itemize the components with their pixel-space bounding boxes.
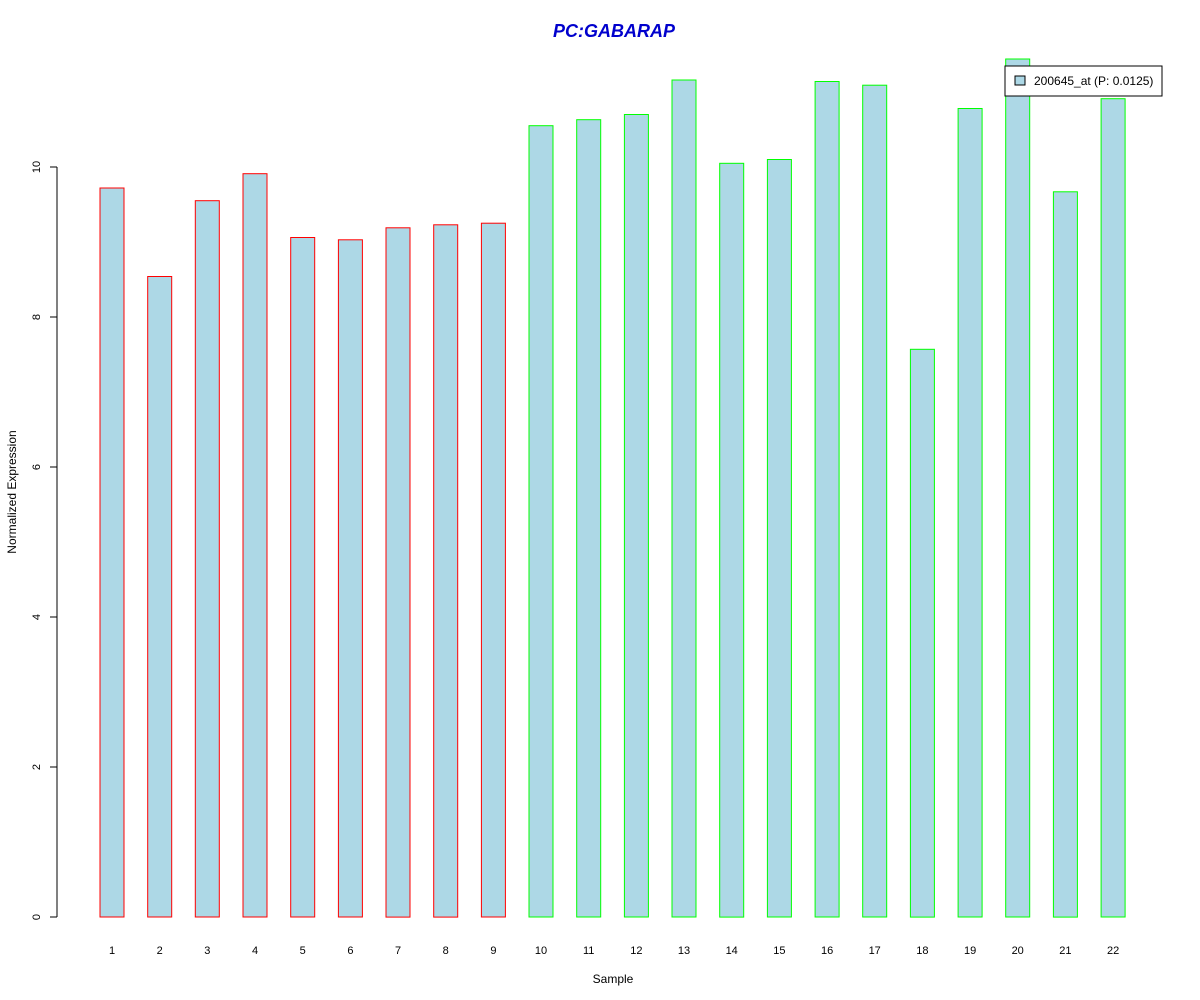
- x-tick-label: 11: [583, 945, 594, 957]
- legend: 200645_at (P: 0.0125): [1004, 65, 1163, 97]
- x-tick-label: 2: [157, 945, 163, 957]
- bar-sample-13: [671, 79, 697, 918]
- bar-sample-6: [337, 239, 363, 918]
- x-axis-title: Sample: [593, 972, 634, 986]
- y-axis: 0 2 4 6 8 10: [31, 161, 58, 920]
- legend-box: [1004, 65, 1163, 97]
- bar-sample-5: [290, 237, 316, 918]
- x-tick-label: 13: [678, 945, 690, 957]
- y-tick-label: 10: [31, 161, 43, 173]
- x-tick-label: 21: [1059, 945, 1071, 957]
- x-tick-label: 18: [916, 945, 928, 957]
- bar-sample-10: [528, 125, 554, 918]
- x-tick-label: 5: [300, 945, 306, 957]
- bar-sample-1: [99, 187, 125, 918]
- x-tick-label: 22: [1107, 945, 1119, 957]
- bar-sample-22: [1100, 98, 1126, 918]
- bar-sample-11: [576, 119, 602, 918]
- bar-sample-17: [862, 84, 888, 918]
- x-tick-label: 16: [821, 945, 833, 957]
- bar-sample-3: [194, 200, 220, 918]
- y-tick-label: 4: [31, 614, 43, 620]
- x-tick-label: 19: [964, 945, 976, 957]
- bar-sample-7: [385, 227, 411, 918]
- legend-swatch: [1014, 75, 1026, 86]
- x-tick-label: 20: [1012, 945, 1024, 957]
- y-tick-label: 6: [31, 464, 43, 470]
- bar-sample-9: [480, 222, 506, 918]
- x-tick-label: 14: [726, 945, 738, 957]
- x-tick-label: 10: [535, 945, 547, 957]
- x-tick-label: 15: [773, 945, 785, 957]
- bar-sample-12: [623, 114, 649, 918]
- x-tick-label: 12: [630, 945, 642, 957]
- x-tick-label: 4: [252, 945, 258, 957]
- bar-sample-18: [909, 348, 935, 918]
- bars: [99, 58, 1126, 918]
- bar-sample-14: [719, 162, 745, 918]
- x-tick-label: 1: [109, 945, 115, 957]
- y-tick-label: 8: [31, 314, 43, 320]
- chart-title: PC:GABARAP: [553, 21, 676, 41]
- bar-sample-20: [1005, 58, 1031, 918]
- bar-sample-4: [242, 173, 268, 918]
- x-tick-label: 8: [443, 945, 449, 957]
- x-tick-labels: 1 2 3 4 5 6 7 8 9 10 11 12 13 14 15 16 17 18 19 20 21 22: [109, 945, 1119, 957]
- y-tick-label: 0: [31, 914, 43, 920]
- bar-sample-16: [814, 81, 840, 918]
- bar-sample-2: [147, 276, 173, 918]
- x-tick-label: 7: [395, 945, 401, 957]
- bar-sample-8: [433, 224, 459, 918]
- x-tick-label: 6: [347, 945, 353, 957]
- x-tick-label: 9: [490, 945, 496, 957]
- legend-label: 200645_at (P: 0.0125): [1034, 74, 1153, 88]
- y-tick-label: 2: [31, 764, 43, 770]
- x-tick-label: 17: [869, 945, 881, 957]
- bar-sample-21: [1052, 191, 1078, 918]
- x-tick-label: 3: [204, 945, 210, 957]
- bar-sample-19: [957, 108, 983, 918]
- y-axis-title: Normalized Expression: [5, 430, 19, 553]
- bar-sample-15: [766, 159, 792, 918]
